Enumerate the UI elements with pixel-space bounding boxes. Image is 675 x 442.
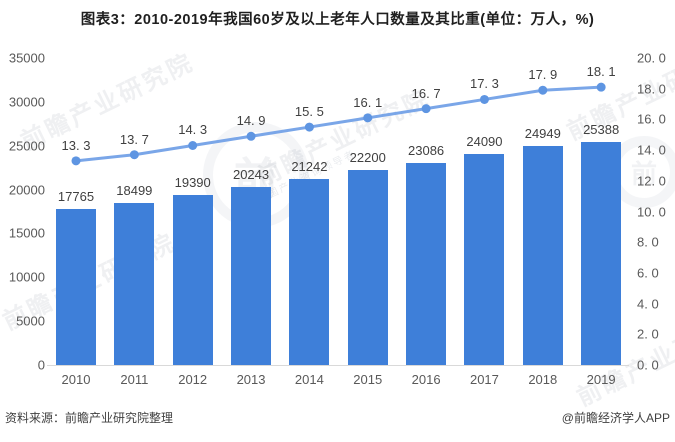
bar-value-label: 21242 [291,158,328,174]
line-marker [188,140,198,150]
y-axis-tick-right: 2. 0 [637,326,659,342]
line-marker [479,94,489,104]
bar-2018 [522,146,563,365]
line-marker [363,113,373,123]
y-axis-tick-left: 10000 [8,269,45,285]
line-marker [304,122,314,132]
line-marker [71,156,81,166]
y-axis-tick-right: 20. 0 [637,50,666,66]
x-axis-label: 2013 [236,372,266,387]
line-marker [596,82,606,92]
line-value-label: 16. 1 [353,94,383,110]
line-value-label: 17. 3 [469,76,499,92]
y-axis-tick-right: 4. 0 [637,296,659,312]
y-axis-tick-right: 12. 0 [637,173,666,189]
y-axis-tick-right: 18. 0 [637,81,666,97]
line-value-label: 15. 5 [294,104,324,120]
x-axis-label: 2018 [528,372,558,387]
bar-value-label: 17765 [57,189,95,205]
y-axis-tick-right: 6. 0 [637,265,659,281]
line-marker [246,131,256,141]
y-axis-tick-left: 0 [37,357,45,373]
bar-2014 [289,178,330,365]
bar-value-label: 22200 [349,150,386,166]
bar-value-label: 20243 [232,167,270,183]
bar-value-label: 23086 [408,142,445,158]
y-axis-tick-right: 14. 0 [637,142,666,158]
chart-title: 图表3：2010-2019年我国60岁及以上老年人口数量及其比重(单位：万人，%… [80,12,595,28]
line-value-label: 14. 3 [178,122,208,138]
line-value-label: 13. 7 [119,131,149,147]
x-axis-label: 2010 [61,372,91,387]
bar-value-label: 19390 [174,174,211,190]
bar-value-label: 18499 [116,182,153,198]
line-value-label: 17. 9 [528,67,558,83]
bar-2017 [464,153,505,365]
x-axis-label: 2017 [469,372,499,387]
x-axis-label: 2016 [411,372,441,387]
line-value-label: 16. 7 [411,85,441,101]
bar-2019 [581,142,622,365]
x-axis-label: 2012 [178,372,208,387]
source-note: 资料来源：前瞻产业研究院整理 [5,411,174,425]
bar-value-label: 24949 [524,126,561,142]
y-axis-tick-left: 25000 [8,138,45,154]
y-axis-tick-right: 10. 0 [637,204,666,219]
x-axis-label: 2011 [120,372,149,387]
line-value-label: 13. 3 [61,137,91,153]
bar-2012 [172,194,213,365]
y-axis-tick-right: 0. 0 [637,357,659,373]
y-axis-tick-left: 20000 [8,182,45,198]
y-axis-tick-left: 5000 [16,313,45,329]
bar-value-label: 24090 [466,133,503,149]
y-axis-tick-left: 15000 [8,225,45,241]
y-axis-tick-left: 35000 [8,50,45,66]
bar-2015 [347,170,388,365]
x-axis-line [47,365,629,366]
bar-2013 [231,187,272,365]
bar-2011 [114,202,155,365]
line-value-label: 18. 1 [586,64,616,80]
bar-value-label: 25388 [583,122,620,138]
line-value-label: 14. 9 [236,113,266,129]
line-marker [538,85,548,95]
x-axis-label: 2014 [294,372,324,387]
y-axis-tick-right: 8. 0 [637,234,659,250]
line-marker [129,150,139,160]
line-marker [421,104,431,114]
y-axis-tick-left: 30000 [8,94,45,110]
y-axis-tick-right: 16. 0 [637,111,666,127]
bar-2016 [406,162,447,365]
x-axis-label: 2015 [353,372,383,387]
bar-2010 [56,209,96,365]
x-axis-label: 2019 [586,372,616,387]
credit-note: @前瞻经济学人APP [561,411,670,425]
